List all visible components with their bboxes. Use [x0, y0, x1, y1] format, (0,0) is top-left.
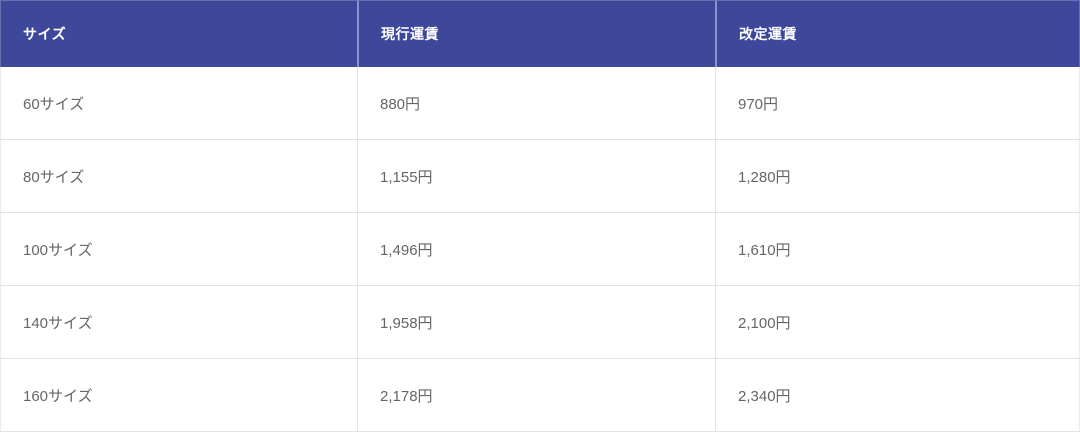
cell-current-fare: 1,496円	[357, 213, 715, 286]
header-cell-size: サイズ	[0, 0, 357, 67]
cell-size: 100サイズ	[0, 213, 357, 286]
table-header-row: サイズ 現行運賃 改定運賃	[0, 0, 1080, 67]
cell-revised-fare: 2,340円	[715, 359, 1080, 432]
table-row: 140サイズ 1,958円 2,100円	[0, 286, 1080, 359]
header-cell-current-fare: 現行運賃	[357, 0, 715, 67]
table-row: 160サイズ 2,178円 2,340円	[0, 359, 1080, 432]
cell-current-fare: 880円	[357, 67, 715, 140]
cell-size: 60サイズ	[0, 67, 357, 140]
table-row: 80サイズ 1,155円 1,280円	[0, 140, 1080, 213]
cell-revised-fare: 1,610円	[715, 213, 1080, 286]
table-row: 60サイズ 880円 970円	[0, 67, 1080, 140]
cell-revised-fare: 970円	[715, 67, 1080, 140]
table-row: 100サイズ 1,496円 1,610円	[0, 213, 1080, 286]
cell-revised-fare: 2,100円	[715, 286, 1080, 359]
cell-current-fare: 1,155円	[357, 140, 715, 213]
cell-size: 80サイズ	[0, 140, 357, 213]
cell-current-fare: 2,178円	[357, 359, 715, 432]
cell-size: 160サイズ	[0, 359, 357, 432]
cell-revised-fare: 1,280円	[715, 140, 1080, 213]
cell-current-fare: 1,958円	[357, 286, 715, 359]
cell-size: 140サイズ	[0, 286, 357, 359]
header-cell-revised-fare: 改定運賃	[715, 0, 1080, 67]
